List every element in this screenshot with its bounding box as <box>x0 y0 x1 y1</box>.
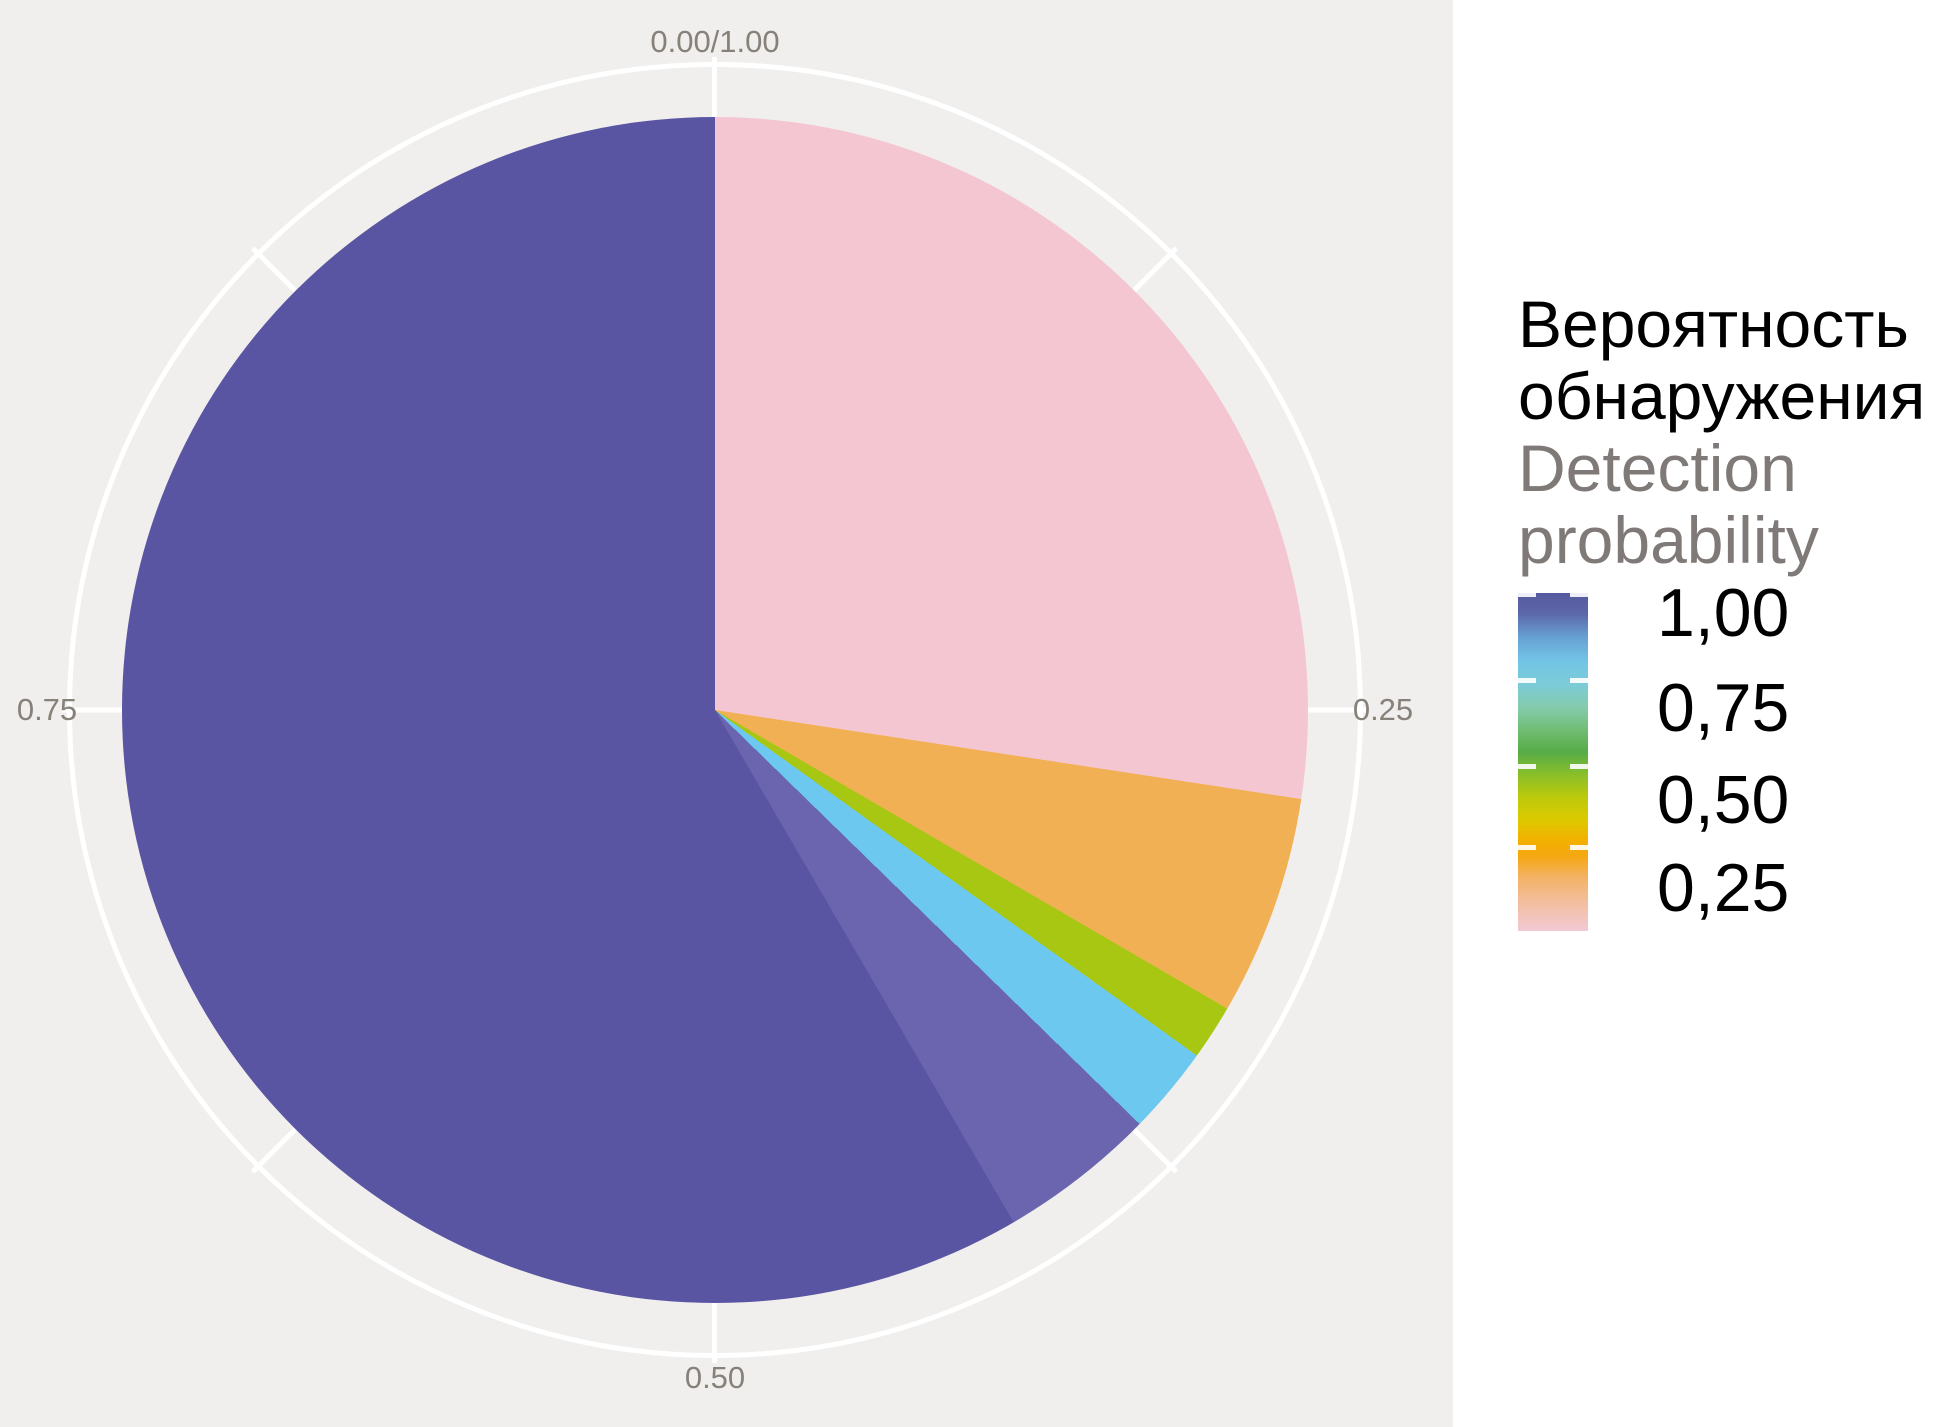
axis-label-left: 0.75 <box>16 692 78 727</box>
legend-label-050: 0,50 <box>1657 762 1790 839</box>
colorbar-tick <box>1570 764 1588 770</box>
axis-label-bottom: 0.50 <box>684 1360 746 1395</box>
colorbar-tick <box>1518 844 1536 850</box>
polar-grid-tick <box>712 57 717 121</box>
axis-label-top: 0.00/1.00 <box>650 24 780 59</box>
colorbar-tick <box>1518 677 1536 683</box>
legend-label-075: 0,75 <box>1657 669 1790 746</box>
colorbar-tick <box>1570 844 1588 850</box>
colorbar-tick <box>1570 592 1588 598</box>
legend-title-line2: обнаружения <box>1518 359 1926 433</box>
colorbar-tick <box>1518 592 1536 598</box>
legend-label-100: 1,00 <box>1657 574 1790 651</box>
legend-subtitle-line1: Detection <box>1518 431 1797 505</box>
colorbar-tick <box>1570 677 1588 683</box>
plot-panel: 0.00/1.00 0.25 0.50 0.75 <box>0 0 1453 1427</box>
pie-chart <box>122 117 1308 1303</box>
legend-subtitle-line2: probability <box>1518 503 1819 577</box>
legend-colorbar <box>1518 592 1588 931</box>
axis-label-right: 0.25 <box>1352 692 1414 727</box>
legend-title-line1: Вероятность <box>1518 287 1909 361</box>
legend-label-025: 0,25 <box>1657 850 1790 927</box>
polar-grid-tick <box>712 1299 717 1363</box>
legend: Вероятность обнаружения Detection probab… <box>1453 0 1933 1427</box>
colorbar-tick <box>1518 764 1536 770</box>
